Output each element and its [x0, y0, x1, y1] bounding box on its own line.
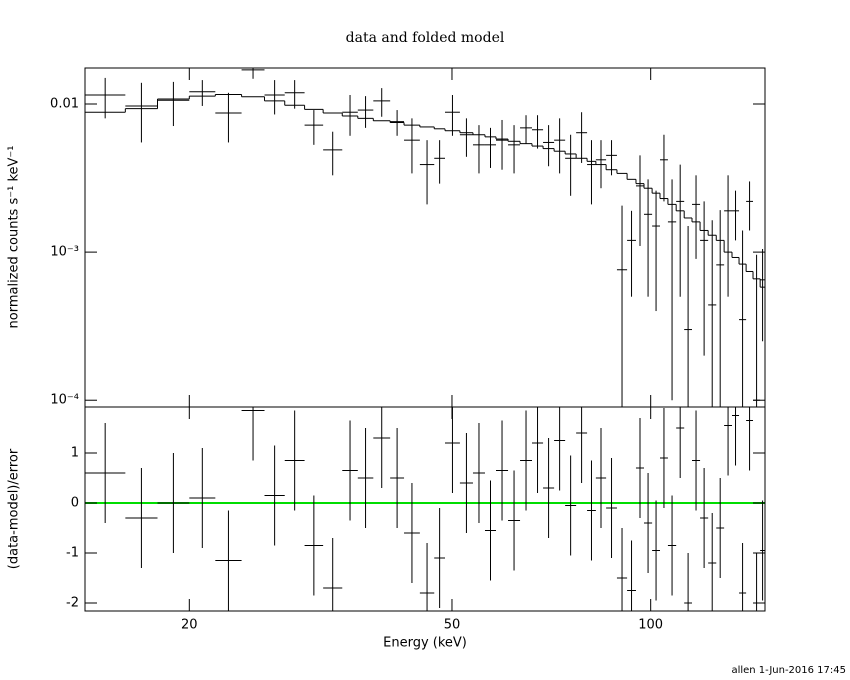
y-axis-label: normalized counts s⁻¹ keV⁻¹: [7, 146, 22, 329]
x-tick-label: 100: [638, 618, 663, 633]
y-axis-label: (data-model)/error: [7, 448, 22, 569]
top-frame: [84, 67, 766, 408]
x-axis-label: Energy (keV): [383, 636, 467, 651]
residual-plot: [85, 407, 765, 611]
chart-title: data and folded model: [346, 30, 505, 46]
footer: allen 1-Jun-2016 17:45: [731, 665, 846, 676]
y-tick-label: 0.01: [50, 96, 79, 111]
x-tick-label: 20: [181, 618, 198, 633]
y-tick-label: -2: [66, 596, 79, 611]
y-tick-label: 0: [71, 496, 79, 511]
y-tick-label: 10⁻⁴: [50, 393, 79, 408]
axes: 0.01 10⁻³ 10⁻⁴ -2 -1 0 1 20 50 100: [50, 68, 765, 633]
top-plot: [85, 68, 765, 407]
y-tick-label: 1: [71, 446, 79, 461]
x-tick-label: 50: [444, 618, 461, 633]
y-tick-label: 10⁻³: [50, 245, 79, 260]
y-tick-label: -1: [66, 546, 79, 561]
bottom-frame: [84, 406, 766, 612]
